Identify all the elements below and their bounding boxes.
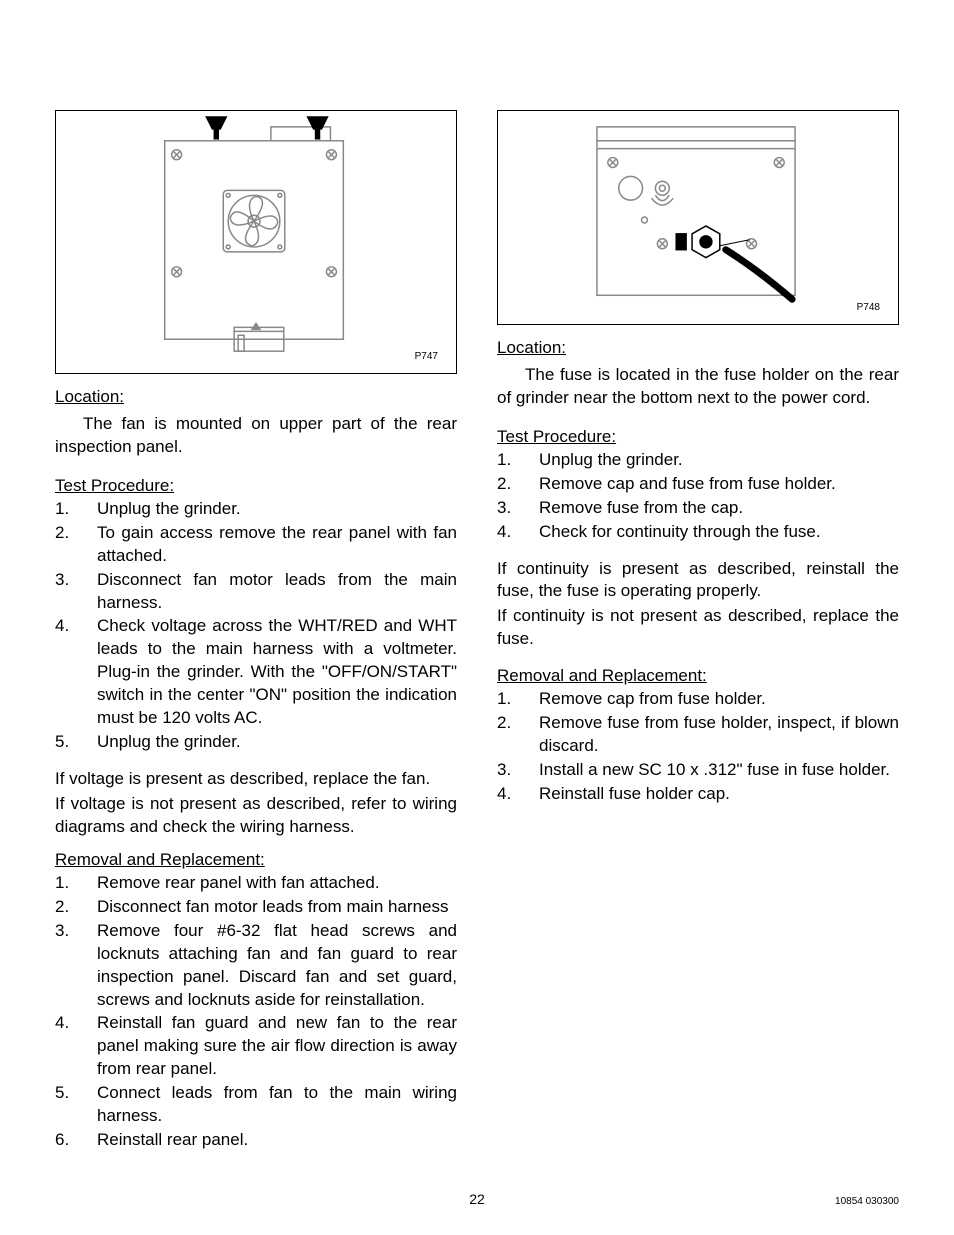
list-item: Unplug the grinder. [55, 731, 457, 754]
two-column-layout: P747 Location: The fan is mounted on upp… [55, 110, 899, 1166]
location-heading: Location: [497, 337, 899, 360]
left-column: P747 Location: The fan is mounted on upp… [55, 110, 457, 1166]
condition-text: If continuity is present as described, r… [497, 558, 899, 604]
fan-diagram-svg [56, 111, 456, 373]
figure-label: P748 [857, 301, 880, 315]
right-column: P748 Location: The fuse is located in th… [497, 110, 899, 1166]
removal-heading: Removal and Replacement: [55, 849, 457, 872]
fuse-diagram-figure: P748 [497, 110, 899, 325]
list-item: Check for continuity through the fuse. [497, 521, 899, 544]
list-item: Check voltage across the WHT/RED and WHT… [55, 615, 457, 730]
condition-text: If voltage is present as described, repl… [55, 768, 457, 791]
removal-list: Remove rear panel with fan attached. Dis… [55, 872, 457, 1152]
test-procedure-heading: Test Procedure: [497, 426, 899, 449]
list-item: Reinstall fuse holder cap. [497, 783, 899, 806]
fuse-diagram-svg [498, 111, 898, 324]
document-id: 10854 030300 [835, 1196, 899, 1207]
list-item: Remove fuse from the cap. [497, 497, 899, 520]
list-item: Unplug the grinder. [55, 498, 457, 521]
location-text: The fan is mounted on upper part of the … [55, 413, 457, 459]
list-item: Disconnect fan motor leads from the main… [55, 569, 457, 615]
list-item: Disconnect fan motor leads from main har… [55, 896, 457, 919]
list-item: Reinstall rear panel. [55, 1129, 457, 1152]
list-item: To gain access remove the rear panel wit… [55, 522, 457, 568]
removal-list: Remove cap from fuse holder. Remove fuse… [497, 688, 899, 806]
removal-heading: Removal and Replacement: [497, 665, 899, 688]
location-text: The fuse is located in the fuse holder o… [497, 364, 899, 410]
location-heading: Location: [55, 386, 457, 409]
test-procedure-list: Unplug the grinder. To gain access remov… [55, 498, 457, 754]
condition-text: If continuity is not present as describe… [497, 605, 899, 651]
page-number: 22 [0, 1191, 954, 1207]
test-procedure-heading: Test Procedure: [55, 475, 457, 498]
list-item: Install a new SC 10 x .312" fuse in fuse… [497, 759, 899, 782]
list-item: Remove cap from fuse holder. [497, 688, 899, 711]
list-item: Remove cap and fuse from fuse holder. [497, 473, 899, 496]
list-item: Remove rear panel with fan attached. [55, 872, 457, 895]
list-item: Unplug the grinder. [497, 449, 899, 472]
list-item: Connect leads from fan to the main wirin… [55, 1082, 457, 1128]
figure-label: P747 [415, 350, 438, 364]
list-item: Remove fuse from fuse holder, inspect, i… [497, 712, 899, 758]
fan-diagram-figure: P747 [55, 110, 457, 374]
condition-text: If voltage is not present as described, … [55, 793, 457, 839]
list-item: Remove four #6-32 flat head screws and l… [55, 920, 457, 1012]
test-procedure-list: Unplug the grinder. Remove cap and fuse … [497, 449, 899, 544]
list-item: Reinstall fan guard and new fan to the r… [55, 1012, 457, 1081]
